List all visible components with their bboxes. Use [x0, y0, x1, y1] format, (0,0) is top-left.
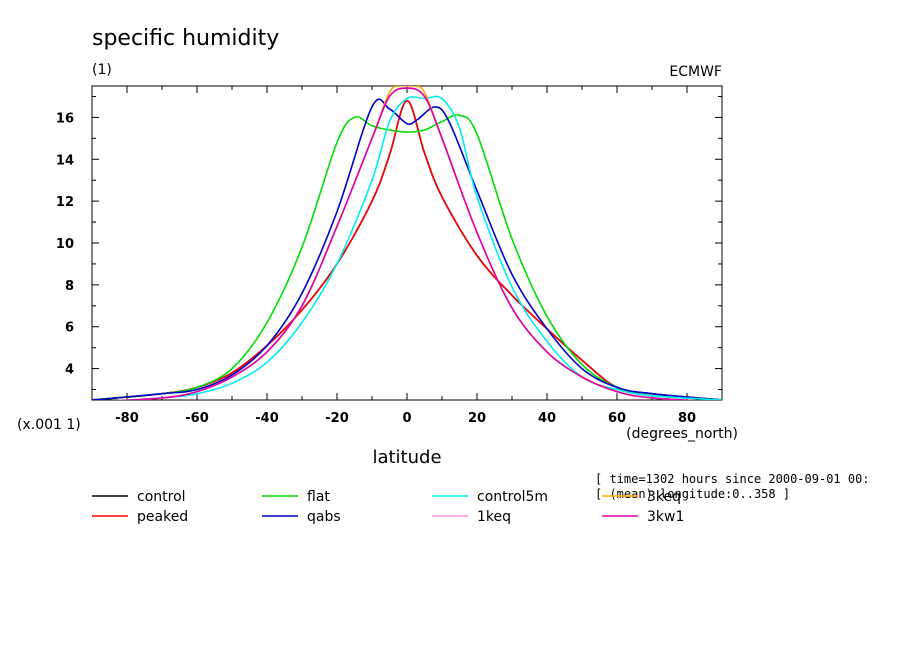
x-tick-label: 0 — [402, 411, 411, 426]
series-line-peaked — [92, 99, 722, 400]
source-label: ECMWF — [669, 64, 722, 80]
series-lines — [92, 86, 722, 400]
series-line-1keq — [117, 87, 697, 400]
x-tick-label: -60 — [185, 411, 209, 426]
info-line-longitude: [ (mean) longitude:0..358 ] — [595, 487, 790, 501]
series-line-flat — [92, 114, 722, 400]
series-line-control — [92, 99, 722, 400]
axis-ticks: -80 -60 -40 -20 0 20 40 60 80 4 6 8 10 12 14 16 — [56, 86, 723, 426]
plot-frame — [91, 85, 723, 401]
series-line-qabs — [92, 98, 722, 400]
legend-label-flat: flat — [307, 489, 330, 505]
series-line-3keq — [117, 86, 697, 400]
legend-label-3kw1: 3kw1 — [647, 509, 684, 525]
series-line-3kw1 — [117, 87, 697, 400]
chart-title: specific humidity — [92, 26, 279, 51]
y-tick-label: 4 — [65, 363, 74, 378]
x-tick-label: -40 — [255, 411, 279, 426]
x-tick-label: -80 — [115, 411, 139, 426]
x-tick-label: 20 — [468, 411, 486, 426]
y-scale-label: (x.001 1) — [17, 417, 81, 433]
x-tick-label: -20 — [325, 411, 349, 426]
legend-label-3keq: 3keq — [647, 489, 681, 505]
y-tick-label: 10 — [56, 237, 74, 252]
y-tick-label: 12 — [56, 195, 74, 210]
y-tick-label: 8 — [65, 279, 74, 294]
x-tick-label: 60 — [608, 411, 626, 426]
legend-label-qabs: qabs — [307, 509, 341, 525]
y-tick-label: 6 — [65, 321, 74, 336]
info-line-time: [ time=1302 hours since 2000-09-01 00: — [595, 472, 870, 486]
x-axis-label: latitude — [372, 447, 441, 468]
legend-label-control: control — [137, 489, 186, 505]
y-tick-label: 14 — [56, 153, 74, 168]
x-tick-label: 80 — [678, 411, 696, 426]
x-tick-label: 40 — [538, 411, 556, 426]
legend: control flat control5m 3keq peaked qabs 1keq 3k… — [92, 489, 684, 525]
legend-label-control5m: control5m — [477, 489, 548, 505]
series-line-control5m — [115, 95, 722, 400]
chart-subtitle: (1) — [92, 62, 112, 78]
y-tick-label: 16 — [56, 111, 74, 126]
legend-label-1keq: 1keq — [477, 509, 511, 525]
x-unit-label: (degrees_north) — [626, 426, 738, 442]
legend-label-peaked: peaked — [137, 509, 188, 525]
